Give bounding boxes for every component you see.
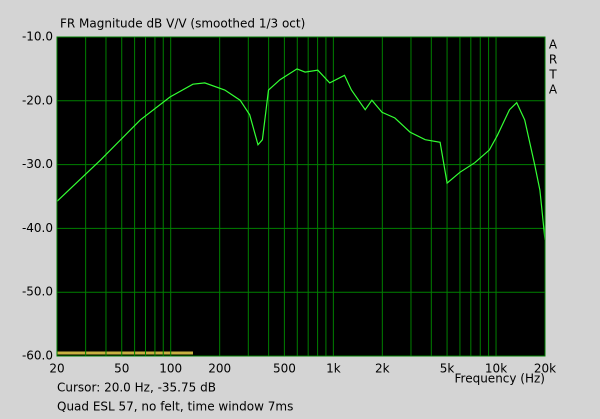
plot-area: [57, 37, 545, 356]
note: Quad ESL 57, no felt, time window 7ms: [57, 400, 293, 414]
x-tick-label: 5k: [440, 362, 455, 376]
y-tick-label: -40.0: [22, 221, 53, 235]
side-label: T: [548, 68, 557, 82]
x-tick-label: 20: [49, 362, 64, 376]
x-tick-label: 100: [159, 362, 182, 376]
x-tick-label: 2k: [375, 362, 390, 376]
x-axis-label: Frequency (Hz): [455, 372, 546, 386]
x-tick-label: 1k: [326, 362, 341, 376]
x-tick-label: 10k: [485, 362, 507, 376]
plot-border: [56, 36, 546, 357]
response-curve: [56, 68, 546, 240]
cursor-readout: Cursor: 20.0 Hz, -35.75 dB: [57, 381, 216, 395]
x-tick-label: 200: [208, 362, 231, 376]
side-label: R: [549, 53, 557, 67]
side-label: A: [549, 83, 558, 97]
y-tick-label: -50.0: [22, 285, 53, 299]
side-label: A: [549, 38, 558, 52]
y-tick-label: -10.0: [22, 30, 53, 44]
y-tick-label: -20.0: [22, 93, 53, 107]
x-tick-label: 20k: [534, 362, 556, 376]
y-tick-label: -60.0: [22, 349, 53, 363]
y-tick-label: -30.0: [22, 157, 53, 171]
x-tick-label: 50: [114, 362, 129, 376]
x-tick-label: 500: [273, 362, 296, 376]
chart-title: FR Magnitude dB V/V (smoothed 1/3 oct): [60, 17, 305, 31]
